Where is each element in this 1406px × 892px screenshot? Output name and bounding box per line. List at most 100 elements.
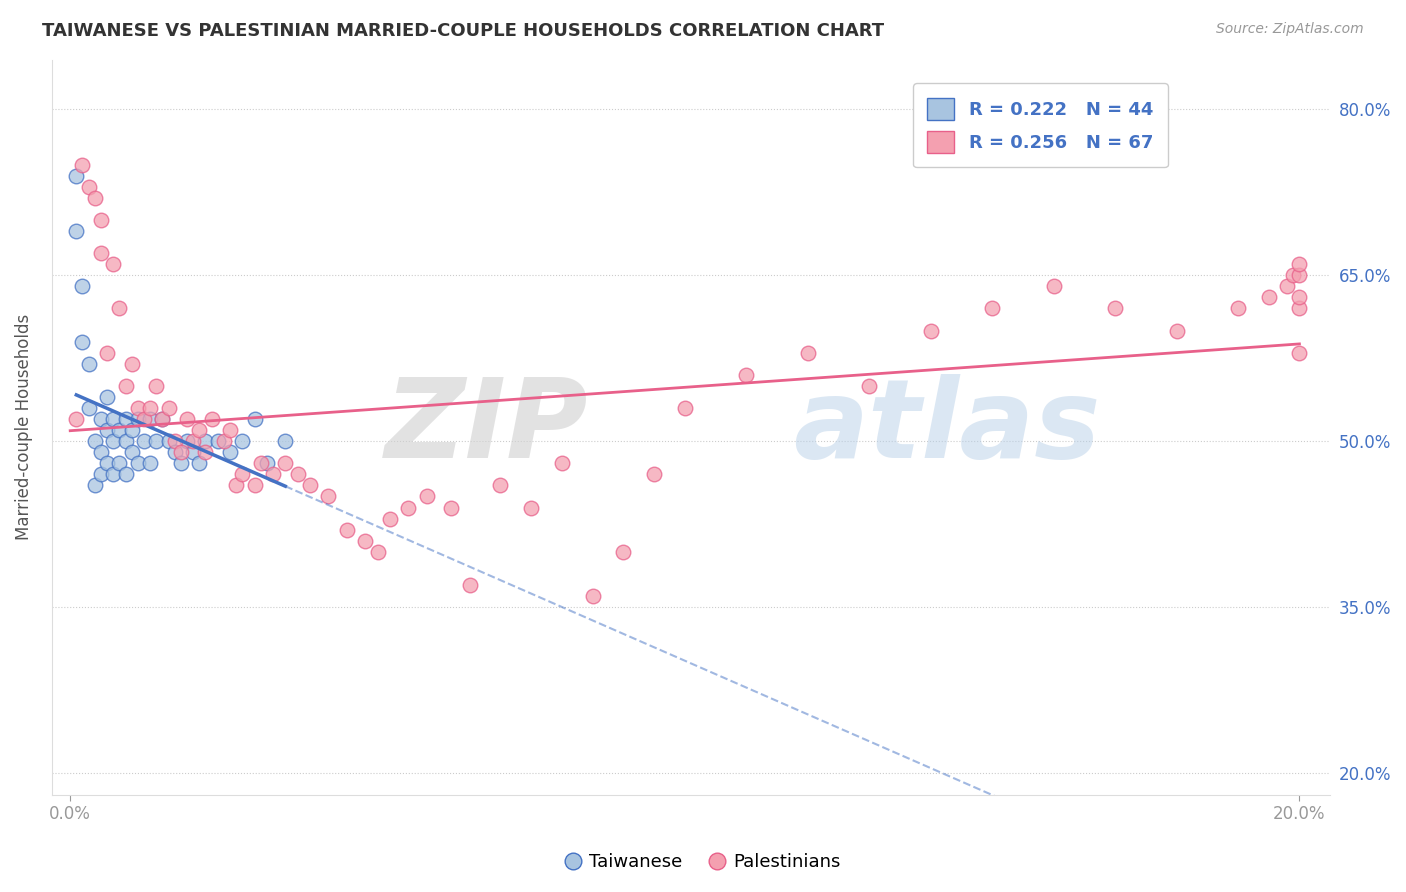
- Point: [96, 390, 118, 404]
- Point: [256, 456, 278, 470]
- Point: [108, 456, 131, 470]
- Point: [520, 500, 543, 515]
- Point: [243, 412, 266, 426]
- Point: [127, 401, 149, 415]
- Point: [858, 379, 880, 393]
- Point: [796, 345, 818, 359]
- Point: [366, 545, 388, 559]
- Point: [231, 434, 253, 449]
- Point: [1288, 301, 1310, 316]
- Point: [90, 412, 112, 426]
- Point: [981, 301, 1004, 316]
- Point: [551, 456, 574, 470]
- Point: [1288, 345, 1310, 359]
- Point: [354, 533, 377, 548]
- Point: [396, 500, 419, 515]
- Point: [77, 357, 100, 371]
- Point: [225, 478, 247, 492]
- Point: [108, 423, 131, 437]
- Point: [132, 434, 155, 449]
- Point: [139, 401, 162, 415]
- Point: [72, 279, 94, 293]
- Text: ZIP: ZIP: [385, 374, 589, 481]
- Point: [735, 368, 758, 382]
- Point: [139, 412, 162, 426]
- Point: [440, 500, 463, 515]
- Point: [77, 179, 100, 194]
- Legend: Taiwanese, Palestinians: Taiwanese, Palestinians: [558, 847, 848, 879]
- Point: [157, 401, 180, 415]
- Point: [176, 434, 198, 449]
- Point: [96, 423, 118, 437]
- Point: [170, 445, 193, 459]
- Point: [673, 401, 696, 415]
- Point: [90, 246, 112, 260]
- Point: [103, 412, 125, 426]
- Text: atlas: atlas: [793, 374, 1101, 481]
- Point: [219, 423, 242, 437]
- Point: [139, 456, 162, 470]
- Point: [65, 169, 87, 183]
- Point: [114, 467, 136, 482]
- Point: [243, 478, 266, 492]
- Point: [72, 158, 94, 172]
- Point: [181, 434, 204, 449]
- Point: [249, 456, 271, 470]
- Point: [212, 434, 235, 449]
- Point: [1257, 290, 1279, 304]
- Point: [188, 423, 211, 437]
- Point: [83, 478, 105, 492]
- Point: [108, 301, 131, 316]
- Point: [262, 467, 284, 482]
- Point: [121, 423, 143, 437]
- Point: [200, 412, 222, 426]
- Point: [287, 467, 309, 482]
- Y-axis label: Married-couple Households: Married-couple Households: [15, 314, 32, 541]
- Point: [194, 434, 217, 449]
- Point: [157, 434, 180, 449]
- Point: [188, 456, 211, 470]
- Point: [207, 434, 229, 449]
- Point: [458, 578, 481, 592]
- Point: [132, 412, 155, 426]
- Point: [103, 434, 125, 449]
- Text: Source: ZipAtlas.com: Source: ZipAtlas.com: [1216, 22, 1364, 37]
- Point: [643, 467, 665, 482]
- Legend: R = 0.222   N = 44, R = 0.256   N = 67: R = 0.222 N = 44, R = 0.256 N = 67: [912, 83, 1168, 167]
- Point: [83, 191, 105, 205]
- Point: [612, 545, 634, 559]
- Point: [298, 478, 321, 492]
- Point: [96, 345, 118, 359]
- Point: [1288, 257, 1310, 271]
- Point: [1275, 279, 1298, 293]
- Point: [1166, 324, 1188, 338]
- Point: [415, 490, 437, 504]
- Point: [103, 467, 125, 482]
- Point: [114, 434, 136, 449]
- Point: [219, 445, 242, 459]
- Point: [1104, 301, 1126, 316]
- Point: [77, 401, 100, 415]
- Point: [114, 412, 136, 426]
- Point: [318, 490, 340, 504]
- Point: [231, 467, 253, 482]
- Point: [1288, 268, 1310, 283]
- Point: [150, 412, 173, 426]
- Point: [489, 478, 512, 492]
- Point: [90, 445, 112, 459]
- Point: [145, 379, 167, 393]
- Point: [1288, 290, 1310, 304]
- Point: [103, 257, 125, 271]
- Point: [72, 334, 94, 349]
- Point: [1042, 279, 1064, 293]
- Point: [163, 434, 186, 449]
- Point: [920, 324, 942, 338]
- Point: [274, 434, 297, 449]
- Point: [378, 511, 401, 525]
- Point: [65, 412, 87, 426]
- Point: [1226, 301, 1249, 316]
- Point: [121, 445, 143, 459]
- Point: [127, 456, 149, 470]
- Point: [150, 412, 173, 426]
- Point: [176, 412, 198, 426]
